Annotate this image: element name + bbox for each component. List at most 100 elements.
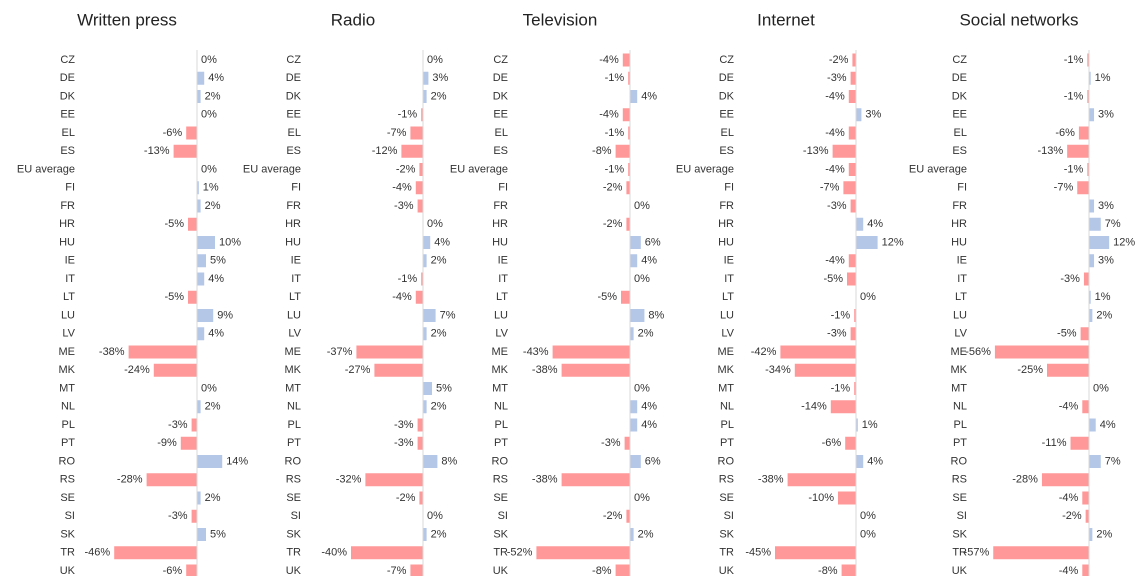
bar [843,181,856,195]
category-label: EL [954,127,967,139]
value-label: 3% [432,72,448,84]
value-label: 2% [205,401,221,413]
bar [186,126,197,140]
value-label: -2% [603,182,623,194]
bar [419,491,423,505]
value-label: -4% [1059,565,1079,576]
bar [856,418,858,432]
category-label: LT [289,291,301,303]
category-label: CZ [719,54,734,66]
bar [630,528,634,541]
category-label: DE [952,72,967,84]
category-label: PT [287,437,301,449]
value-label: 4% [867,455,883,467]
category-label: DK [952,90,968,102]
category-label: CZ [493,54,508,66]
bar [832,144,856,158]
bar [197,90,201,103]
value-label: -11% [1042,437,1067,449]
category-label: IT [498,273,508,285]
value-label: -45% [745,547,771,559]
value-label: -28% [117,474,143,486]
category-label: DE [493,72,508,84]
value-label: 0% [201,163,217,175]
category-label: PT [953,437,967,449]
value-label: 6% [645,236,661,248]
category-label: HU [718,236,734,248]
bar [552,345,630,359]
category-label: HR [492,218,508,230]
category-label: ES [493,145,508,157]
category-label: RO [59,455,76,467]
bar [1089,199,1095,213]
value-label: 8% [441,455,457,467]
bar [1082,491,1089,505]
value-label: 3% [1098,255,1114,267]
value-label: -7% [820,182,840,194]
category-label: PT [720,437,734,449]
category-label: FR [952,200,967,212]
bar [994,345,1089,359]
bar [114,546,197,560]
value-label: -40% [321,547,347,559]
bar [191,509,197,523]
value-label: -43% [523,346,549,358]
value-label: 3% [865,109,881,121]
bar [423,400,427,414]
bar [1041,473,1089,487]
value-label: -9% [157,437,177,449]
bar [1089,290,1091,304]
category-label: CZ [952,54,967,66]
category-label: ES [952,145,967,157]
bar [628,71,630,85]
bar [197,181,199,195]
category-label: EU average [909,163,967,175]
category-label: EU average [450,163,508,175]
category-label: LV [288,328,301,340]
value-label: -52% [507,547,533,559]
value-label: -24% [124,364,150,376]
bar [630,400,638,414]
panel-title: Written press [77,10,177,29]
bar [630,254,638,268]
value-label: 12% [1113,236,1135,248]
value-label: 2% [205,492,221,504]
category-label: SE [952,492,967,504]
value-label: -1% [1064,163,1084,175]
bar [841,564,856,576]
value-label: 2% [205,200,221,212]
category-label: EE [719,109,734,121]
bar [191,418,197,432]
category-label: RS [952,474,967,486]
category-label: PL [495,419,508,431]
value-label: -38% [532,474,558,486]
bar [848,163,856,176]
bar [615,144,630,158]
value-label: -38% [99,346,125,358]
value-label: 4% [434,236,450,248]
value-label: 1% [1095,291,1111,303]
value-label: -27% [345,364,371,376]
value-label: -4% [1059,401,1079,413]
bar [854,309,856,322]
category-label: IE [957,255,967,267]
bar [856,455,864,468]
bar [146,473,197,487]
value-label: -2% [603,510,623,522]
value-label: -13% [803,145,829,157]
category-label: LT [496,291,508,303]
category-label: SK [493,528,508,540]
value-label: -4% [825,127,845,139]
value-label: -7% [1054,182,1074,194]
bar [1080,327,1089,341]
value-label: -34% [765,364,791,376]
value-label: 0% [860,510,876,522]
value-label: -7% [387,565,407,576]
bar [845,436,856,450]
bar [630,309,645,322]
bar [423,71,429,85]
value-label: -3% [394,200,414,212]
category-label: RS [493,474,508,486]
category-label: RO [951,455,968,467]
value-label: 2% [431,401,447,413]
